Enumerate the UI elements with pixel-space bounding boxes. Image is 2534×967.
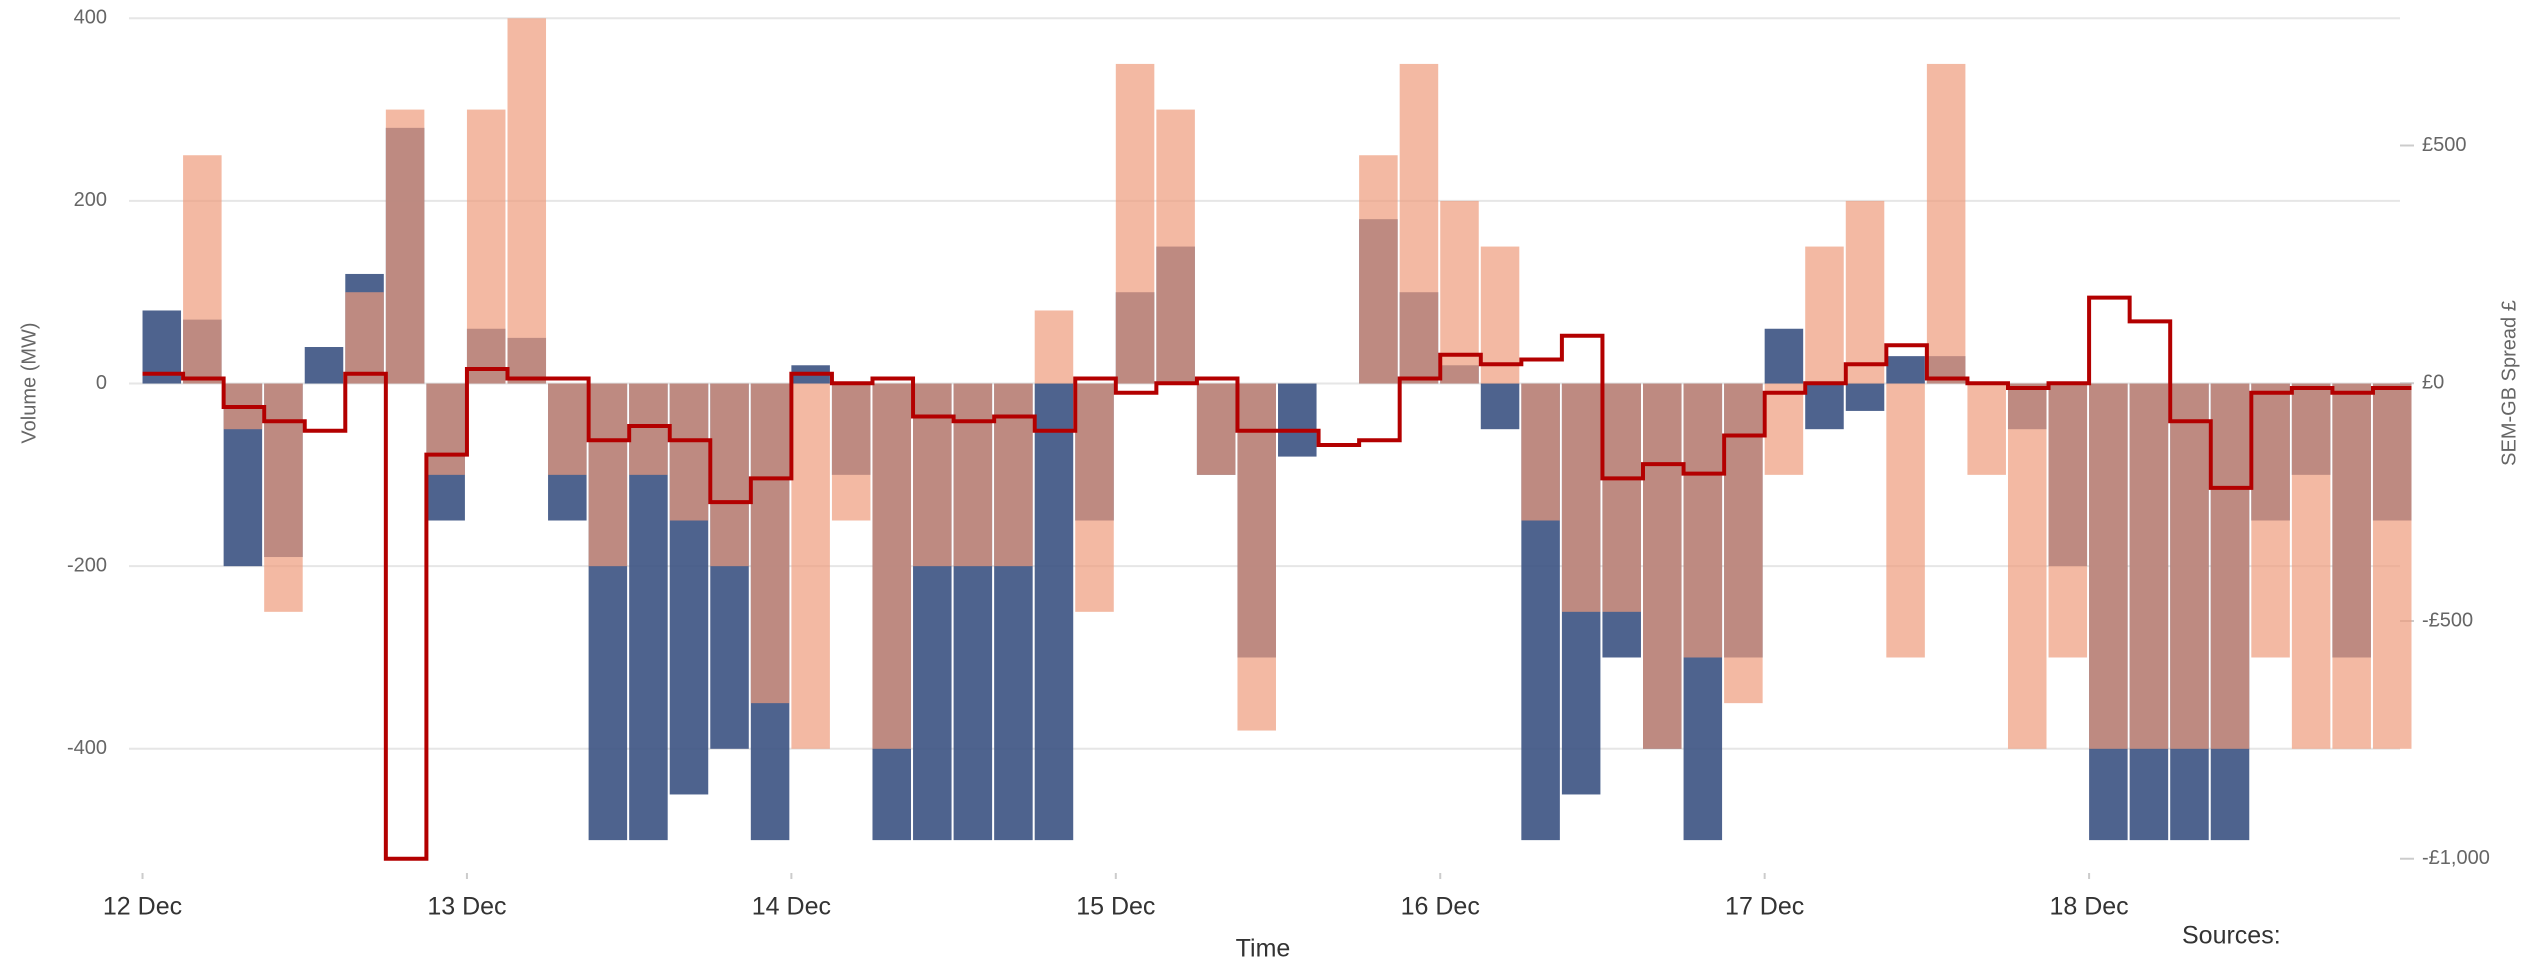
bar	[1521, 383, 1560, 521]
bar	[831, 383, 871, 521]
bar	[669, 383, 709, 521]
bar	[994, 383, 1033, 567]
bar	[1480, 246, 1520, 384]
bar	[2210, 383, 2250, 749]
sources: Sources:	[2182, 922, 2281, 950]
bar	[1480, 383, 1520, 430]
bar	[913, 383, 952, 567]
bar	[2048, 383, 2088, 658]
bar	[1845, 383, 1885, 411]
y-axis-label: Volume (MW)	[18, 322, 40, 443]
bar	[2129, 383, 2169, 749]
bar	[507, 18, 547, 384]
bar	[1359, 155, 1398, 384]
bar	[1886, 383, 1925, 658]
y2-tick-label: -£500	[2422, 609, 2473, 631]
bar	[264, 383, 303, 612]
bar	[1967, 383, 2006, 475]
bar	[1561, 383, 1601, 612]
bar	[953, 383, 993, 567]
y-tick-label: -400	[67, 737, 107, 759]
bar	[1764, 328, 1804, 384]
y-tick-label: 400	[74, 7, 107, 29]
y2-tick-label: £0	[2422, 372, 2444, 394]
y2-tick-label: -£1,000	[2422, 847, 2490, 869]
bar	[1278, 383, 1317, 457]
bar	[1156, 109, 1195, 384]
bar	[750, 383, 790, 704]
bar	[1926, 63, 1966, 384]
y-tick-label: -200	[67, 554, 107, 576]
x-tick-label: 17 Dec	[1725, 893, 1804, 921]
bar	[2170, 383, 2209, 749]
bar	[1196, 383, 1236, 475]
spread-line	[142, 295, 2412, 861]
bar	[385, 109, 425, 384]
x-tick-label: 18 Dec	[2049, 893, 2128, 921]
bar	[1237, 383, 1276, 731]
bar	[2372, 383, 2412, 749]
bar	[791, 383, 830, 749]
y-tick-label: 0	[96, 372, 107, 394]
bar	[1115, 63, 1155, 384]
bar	[1643, 383, 1682, 749]
y2-axis-label: SEM-GB Spread £	[2498, 300, 2520, 466]
bar	[304, 347, 344, 384]
bar	[588, 383, 628, 567]
bar	[1075, 383, 1114, 612]
x-tick-label: 12 Dec	[103, 893, 182, 921]
x-tick-label: 14 Dec	[752, 893, 831, 921]
bar	[710, 383, 749, 567]
y2-tick-label: £500	[2422, 134, 2467, 156]
bar	[1034, 310, 1074, 384]
bar	[2251, 383, 2290, 658]
bar	[1805, 383, 1844, 430]
bar	[2007, 383, 2047, 749]
x-axis-label: Time	[1236, 935, 1291, 963]
bar	[2332, 383, 2371, 749]
x-tick-label: 13 Dec	[427, 893, 506, 921]
bar	[1724, 383, 1763, 704]
bar	[466, 109, 506, 384]
bar	[872, 383, 912, 749]
bar	[1683, 383, 1723, 658]
bar	[1034, 383, 1074, 841]
bar	[548, 383, 587, 475]
bar	[1764, 383, 1804, 475]
bar	[1886, 356, 1925, 384]
bar	[1845, 200, 1885, 384]
bar	[2291, 383, 2331, 749]
y-tick-label: 200	[74, 189, 107, 211]
bar	[183, 155, 222, 384]
x-tick-label: 16 Dec	[1401, 893, 1480, 921]
bar	[2089, 383, 2128, 749]
bar	[345, 292, 384, 384]
bar	[426, 383, 465, 475]
bar	[629, 383, 668, 475]
x-tick-label: 15 Dec	[1076, 893, 1155, 921]
bar	[1399, 63, 1439, 384]
bar	[142, 310, 182, 384]
bar	[1602, 383, 1641, 612]
bar	[1805, 246, 1844, 384]
